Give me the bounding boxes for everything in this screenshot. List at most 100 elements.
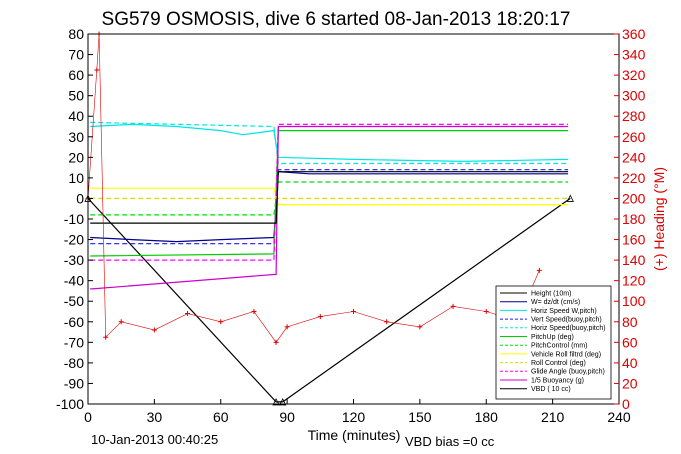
y-tick-label: 10 bbox=[68, 170, 84, 186]
series-heading-marker bbox=[384, 319, 390, 325]
x-tick-label: 240 bbox=[607, 409, 631, 425]
y-right-tick-label: 120 bbox=[622, 273, 646, 289]
legend-label: Horiz Speed W,pitch) bbox=[531, 308, 597, 315]
y-right-tick-label: 0 bbox=[622, 396, 630, 412]
y-axis-right: 0 20 40 60 80 100 120 140 160 180 200 220 240 260 280 3… bbox=[614, 26, 646, 412]
series-horiz-speed-w-pitch-line bbox=[90, 123, 569, 163]
y-tick-label: 80 bbox=[68, 26, 84, 42]
y-right-tick-label: 340 bbox=[622, 47, 646, 63]
series-vehicle-roll-filtrd-deg-line bbox=[90, 187, 569, 206]
y-right-tick-label: 160 bbox=[622, 232, 646, 248]
series-heading-marker bbox=[94, 67, 100, 73]
series-layer bbox=[84, 31, 574, 406]
series-heading-marker bbox=[284, 324, 290, 330]
series-heading-marker bbox=[118, 319, 124, 325]
legend-label: Height (10m) bbox=[531, 290, 571, 297]
y-right-tick-label: 60 bbox=[622, 334, 638, 350]
y-tick-label: -30 bbox=[64, 252, 84, 268]
legend-label: PitchControl (mm) bbox=[531, 343, 587, 350]
y-tick-label: -50 bbox=[64, 293, 84, 309]
y-tick-label: -60 bbox=[64, 314, 84, 330]
y-right-tick-label: 320 bbox=[622, 67, 646, 83]
series-heading-marker bbox=[273, 339, 279, 345]
series-horiz-speed-w-pitch bbox=[90, 123, 569, 163]
series-pitchup-deg-line bbox=[90, 130, 569, 257]
legend-label: 1/5 Buoyancy (g) bbox=[531, 377, 584, 384]
legend-label: Roll Control (deg) bbox=[531, 360, 586, 367]
series-glide-angle-buoy-pitch bbox=[90, 123, 569, 261]
legend-label: Glide Angle (buoy,pitch) bbox=[531, 369, 605, 376]
y-right-tick-label: 140 bbox=[622, 252, 646, 268]
series-heading-marker bbox=[218, 319, 224, 325]
y-right-tick-label: 220 bbox=[622, 170, 646, 186]
y-tick-label: -100 bbox=[56, 396, 84, 412]
series-pitchup-deg bbox=[90, 130, 569, 257]
x-tick-label: 210 bbox=[541, 409, 565, 425]
y-right-tick-label: 100 bbox=[622, 293, 646, 309]
series-horiz-speed-buoy-pitch bbox=[90, 121, 569, 165]
series-height-10m-marker bbox=[566, 194, 574, 202]
series-heading-marker bbox=[251, 309, 257, 314]
x-tick-label: 180 bbox=[475, 409, 499, 425]
y-tick-label: -80 bbox=[64, 355, 84, 371]
series-vbd-10-cc-line bbox=[90, 171, 569, 224]
x-tick-label: 60 bbox=[213, 409, 229, 425]
x-tick-label: 30 bbox=[147, 409, 163, 425]
series-glide-angle-buoy-pitch-line bbox=[90, 123, 569, 261]
y-right-tick-label: 40 bbox=[622, 355, 638, 371]
series-heading-marker bbox=[483, 309, 489, 314]
series-heading-marker bbox=[450, 303, 456, 309]
series-pitchcontrol-mm-line bbox=[90, 181, 569, 216]
series-heading-marker bbox=[417, 324, 423, 330]
x-tick-label: 0 bbox=[84, 409, 92, 425]
series-heading-line bbox=[87, 33, 540, 343]
series-1-5-buoyancy-g-line bbox=[90, 125, 569, 290]
y-axis-left: -100-90-80-70-60-50-40-30-20-10010203040… bbox=[56, 26, 93, 412]
y-right-tick-label: 360 bbox=[622, 26, 646, 42]
legend-items: Height (10m) W= dz/dt (cm/s) Horiz Speed W… bbox=[500, 290, 606, 393]
y-axis-right-label: (+) Heading (°M) bbox=[651, 167, 667, 271]
series-1-5-buoyancy-g bbox=[90, 125, 569, 290]
legend-label: W= dz/dt (cm/s) bbox=[531, 299, 580, 306]
legend-label: PitchUp (deg) bbox=[531, 334, 574, 341]
legend-label: Vehicle Roll filtrd (deg) bbox=[531, 351, 601, 358]
y-tick-label: 20 bbox=[68, 149, 84, 165]
y-tick-label: 70 bbox=[68, 47, 84, 63]
y-right-tick-label: 20 bbox=[622, 375, 638, 391]
series-heading-marker bbox=[185, 311, 191, 317]
y-tick-label: -20 bbox=[64, 232, 84, 248]
series-pitchcontrol-mm bbox=[90, 181, 569, 216]
x-tick-label: 120 bbox=[342, 409, 366, 425]
series-horiz-speed-buoy-pitch-line bbox=[90, 121, 569, 165]
y-tick-label: 50 bbox=[68, 88, 84, 104]
series-height-10m-marker bbox=[279, 398, 287, 406]
series-vert-speed-buoy-pitch-line bbox=[90, 169, 569, 245]
y-tick-label: -70 bbox=[64, 334, 84, 350]
footer-timestamp: 10-Jan-2013 00:40:25 bbox=[91, 432, 218, 447]
y-tick-label: 0 bbox=[76, 190, 84, 206]
y-tick-label: 40 bbox=[68, 108, 84, 124]
series-heading-marker bbox=[151, 327, 157, 333]
y-tick-label: -10 bbox=[64, 211, 84, 227]
y-right-tick-label: 300 bbox=[622, 88, 646, 104]
series-heading-marker bbox=[317, 314, 323, 320]
y-tick-label: -40 bbox=[64, 273, 84, 289]
x-axis-label: Time (minutes) bbox=[308, 427, 401, 443]
y-right-tick-label: 280 bbox=[622, 108, 646, 124]
y-tick-label: 30 bbox=[68, 129, 84, 145]
x-tick-label: 150 bbox=[408, 409, 432, 425]
series-vbd-10-cc bbox=[90, 171, 569, 224]
series-height-10m-marker bbox=[272, 398, 280, 406]
x-tick-label: 90 bbox=[279, 409, 295, 425]
y-right-tick-label: 200 bbox=[622, 190, 646, 206]
legend-label: Vert Speed(buoy,pitch) bbox=[531, 317, 602, 324]
series-heading bbox=[85, 31, 542, 345]
y-right-tick-label: 180 bbox=[622, 211, 646, 227]
series-heading-marker bbox=[536, 267, 542, 273]
chart-title: SG579 OSMOSIS, dive 6 started 08-Jan-201… bbox=[102, 9, 571, 30]
series-height-10m-line bbox=[87, 197, 571, 403]
footer-vbd-bias: VBD bias =0 cc bbox=[405, 434, 495, 449]
x-axis: 0 30 60 90 120 150 180 210 240 bbox=[84, 399, 631, 425]
y-tick-label: -90 bbox=[64, 375, 84, 391]
